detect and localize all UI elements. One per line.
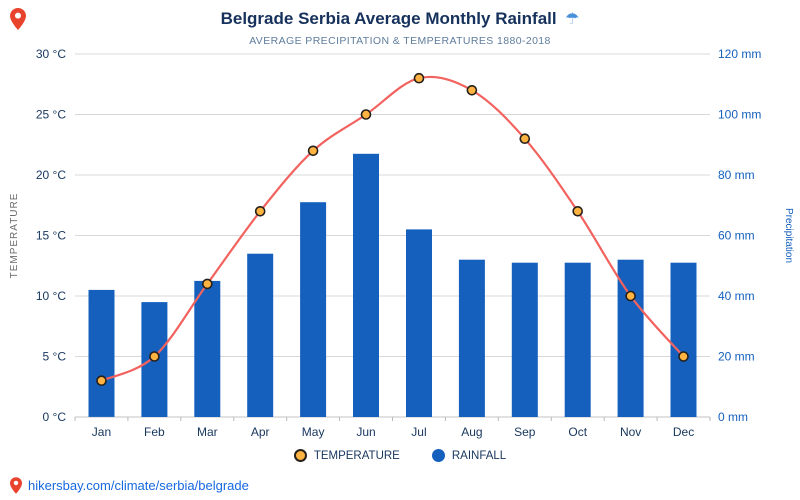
x-axis-label: Jun: [356, 425, 375, 439]
rainfall-bar-jul[interactable]: [406, 229, 432, 417]
rainfall-bar-may[interactable]: [300, 202, 327, 417]
y-axis-right-title: Precipitation: [783, 208, 794, 263]
rainfall-bar-jun[interactable]: [353, 153, 379, 418]
rainfall-bar-aug[interactable]: [458, 259, 485, 417]
rainfall-bar-oct[interactable]: [564, 262, 591, 417]
temperature-marker-jun[interactable]: [360, 109, 372, 120]
y-axis-left-title: TEMPERATURE: [9, 193, 20, 279]
x-axis-label: Jan: [92, 425, 111, 439]
footer-link[interactable]: hikersbay.com/climate/serbia/belgrade: [28, 478, 249, 493]
rainfall-bar-dec[interactable]: [670, 262, 697, 417]
y-axis-left-tick-label: 0 °C: [43, 410, 67, 424]
x-axis-label: Apr: [251, 425, 270, 439]
x-axis-label: Mar: [197, 425, 218, 439]
rainfall-marker-icon: [431, 449, 445, 462]
temperature-marker-oct[interactable]: [572, 206, 584, 217]
y-axis-left-tick-label: 5 °C: [43, 350, 67, 364]
y-axis-left-tick-label: 25 °C: [36, 108, 66, 122]
temperature-marker-sep[interactable]: [519, 133, 531, 144]
footer: hikersbay.com/climate/serbia/belgrade: [10, 477, 249, 494]
x-axis-label: Nov: [620, 425, 641, 439]
x-axis-label: Jul: [411, 425, 426, 439]
y-axis-left-tick-label: 20 °C: [36, 168, 66, 182]
x-axis-label: Dec: [673, 425, 694, 439]
legend-item-rainfall[interactable]: RAINFALL: [431, 449, 507, 462]
temperature-line: [101, 75, 685, 382]
temperature-marker-apr[interactable]: [254, 206, 266, 217]
x-axis-label: Oct: [568, 425, 587, 439]
rainfall-bar-nov[interactable]: [617, 259, 644, 417]
temperature-marker-may[interactable]: [307, 145, 319, 157]
temperature-marker-dec[interactable]: [678, 351, 689, 362]
rainfall-bar-apr[interactable]: [247, 253, 274, 417]
temperature-marker-icon: [293, 449, 307, 462]
x-axis-label: Aug: [461, 425, 482, 439]
chart-subtitle: AVERAGE PRECIPITATION & TEMPERATURES 188…: [249, 35, 551, 47]
temperature-marker-jul[interactable]: [413, 72, 425, 84]
y-axis-right-tick-label: 80 mm: [718, 168, 755, 182]
legend-label-rainfall: RAINFALL: [451, 449, 507, 462]
legend-label-temperature: TEMPERATURE: [313, 449, 400, 462]
y-axis-right-tick-label: 0 mm: [718, 410, 748, 424]
temperature-marker-mar[interactable]: [202, 278, 213, 290]
x-axis-label: Feb: [144, 425, 165, 439]
temperature-marker-jan[interactable]: [96, 375, 107, 387]
y-axis-left-tick-label: 30 °C: [36, 47, 66, 61]
chart-header: Belgrade Serbia Average Monthly Rainfall…: [0, 0, 800, 30]
umbrella-icon: ☂: [565, 11, 580, 28]
footer-pin-icon: [10, 477, 22, 494]
y-axis-right-tick-label: 40 mm: [718, 289, 755, 303]
rainfall-bar-jan[interactable]: [88, 289, 115, 417]
x-axis-label: May: [302, 425, 325, 439]
y-axis-left-tick-label: 15 °C: [36, 229, 66, 243]
temperature-marker-nov[interactable]: [625, 290, 636, 302]
legend: TEMPERATURE RAINFALL: [0, 449, 800, 462]
y-axis-right-tick-label: 60 mm: [718, 229, 755, 243]
chart-canvas: 0 °C 0 mm 5 °C 20 mm 10 °C 40 mm 15 °C 60 mm 20 …: [9, 47, 794, 439]
chart-title: Belgrade Serbia Average Monthly Rainfall: [220, 9, 557, 28]
rainfall-bar-sep[interactable]: [511, 262, 538, 417]
legend-item-temperature[interactable]: TEMPERATURE: [293, 449, 400, 462]
y-axis-left-tick-label: 10 °C: [36, 289, 66, 303]
temperature-marker-aug[interactable]: [466, 84, 478, 96]
y-axis-right-tick-label: 100 mm: [718, 108, 761, 122]
location-pin-icon: [10, 8, 26, 30]
y-axis-right-tick-label: 120 mm: [718, 47, 761, 61]
temperature-marker-feb[interactable]: [149, 351, 160, 362]
x-axis-label: Sep: [514, 425, 536, 439]
y-axis-right-tick-label: 20 mm: [718, 350, 755, 364]
rainfall-bar-mar[interactable]: [194, 280, 221, 417]
